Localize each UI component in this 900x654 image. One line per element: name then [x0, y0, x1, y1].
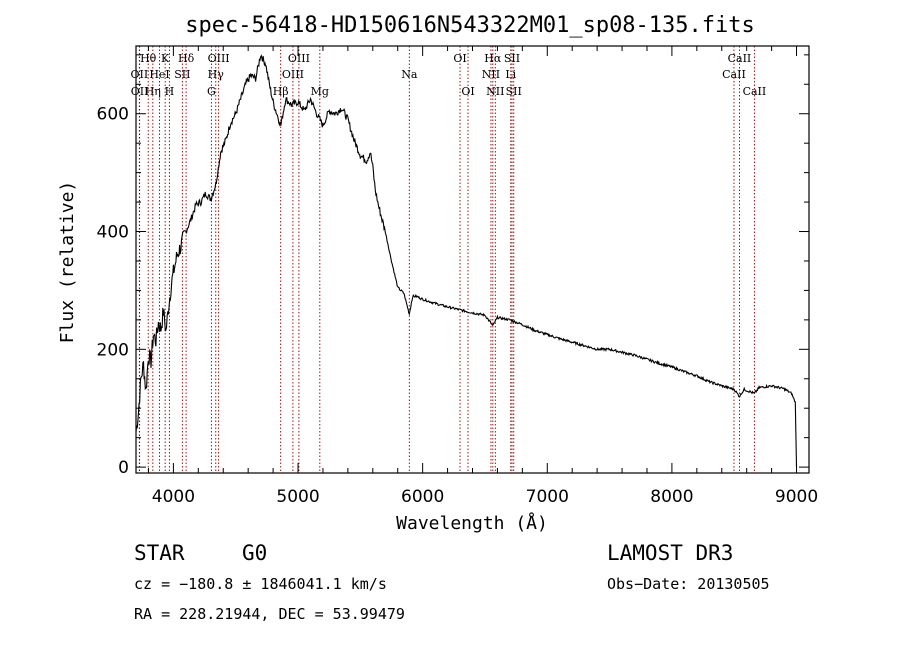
subclass-label: G0 [242, 541, 267, 565]
y-tick-label-600: 600 [97, 105, 129, 125]
x-axis-ticks: 4000 5000 6000 7000 8000 9000 [147, 46, 818, 507]
x-axis-label: Wavelength (Å) [396, 512, 548, 534]
spectral-line-label-27: CaII [743, 85, 767, 98]
y-tick-label-0: 0 [118, 458, 129, 478]
x-tick-label-4000: 4000 [152, 487, 195, 507]
obs-date-label: Obs−Date: 20130505 [607, 575, 770, 593]
coordinates-label: RA = 228.21944, DEC = 53.99479 [134, 605, 405, 623]
spectral-line-label-26: CaII [728, 52, 752, 65]
spectral-line-label-21: NII [486, 85, 504, 98]
spectral-line-label-13: OIII [282, 68, 304, 81]
spectral-line-label-4: K [161, 52, 170, 65]
x-tick-label-8000: 8000 [650, 487, 693, 507]
spectral-line-label-10: Hγ [208, 68, 225, 81]
spectral-line-label-5: HeI [149, 68, 169, 81]
spectral-line-label-12: Hβ [273, 85, 289, 98]
spectral-line-label-0: OII [131, 68, 149, 81]
spectral-line-label-24: SII [506, 85, 522, 98]
y-tick-label-200: 200 [97, 340, 129, 360]
spectral-line-markers [138, 46, 755, 473]
spectral-line-label-17: OI [453, 52, 466, 65]
spectral-line-labels: OII OII Hθ Hη K HeI H SII Hδ OIII Hγ G Hβ OIII OIII Mg N… [131, 52, 767, 98]
y-tick-label-400: 400 [97, 223, 129, 243]
spectral-line-label-23: Li [505, 68, 516, 81]
spectral-line-label-3: Hη [145, 85, 161, 98]
x-tick-label-9000: 9000 [775, 487, 818, 507]
spectral-line-label-16: Na [401, 68, 418, 81]
spectral-line-label-2: Hθ [140, 52, 157, 65]
spectral-line-label-14: OIII [288, 52, 310, 65]
x-tick-label-6000: 6000 [401, 487, 444, 507]
spectral-line-label-1: OII [131, 85, 149, 98]
spectral-line-label-9: OIII [208, 52, 230, 65]
spectral-line-label-6: H [165, 85, 175, 98]
spectral-line-label-20: NII [482, 68, 500, 81]
spectral-line-label-22: SII [504, 52, 520, 65]
x-tick-label-5000: 5000 [276, 487, 319, 507]
spectral-line-label-18: OI [461, 85, 474, 98]
x-tick-label-7000: 7000 [526, 487, 569, 507]
spectral-line-label-15: Mg [311, 85, 329, 98]
spectral-line-label-7: SII [174, 68, 190, 81]
spectral-line-label-19: Hα [484, 52, 502, 65]
spectrum-series-line [135, 54, 798, 468]
object-type-label: STAR [134, 541, 185, 565]
spectral-line-label-25: CaII [722, 68, 746, 81]
redshift-label: cz = −180.8 ± 1846041.1 km/s [134, 575, 387, 593]
spectral-line-label-11: G [207, 85, 216, 98]
y-axis-ticks: 0 200 400 600 [97, 54, 809, 478]
y-axis-label: Flux (relative) [57, 181, 78, 344]
survey-label: LAMOST DR3 [607, 541, 733, 565]
spectral-line-label-8: Hδ [178, 52, 195, 65]
chart-title: spec-56418-HD150616N543322M01_sp08-135.f… [185, 13, 755, 38]
